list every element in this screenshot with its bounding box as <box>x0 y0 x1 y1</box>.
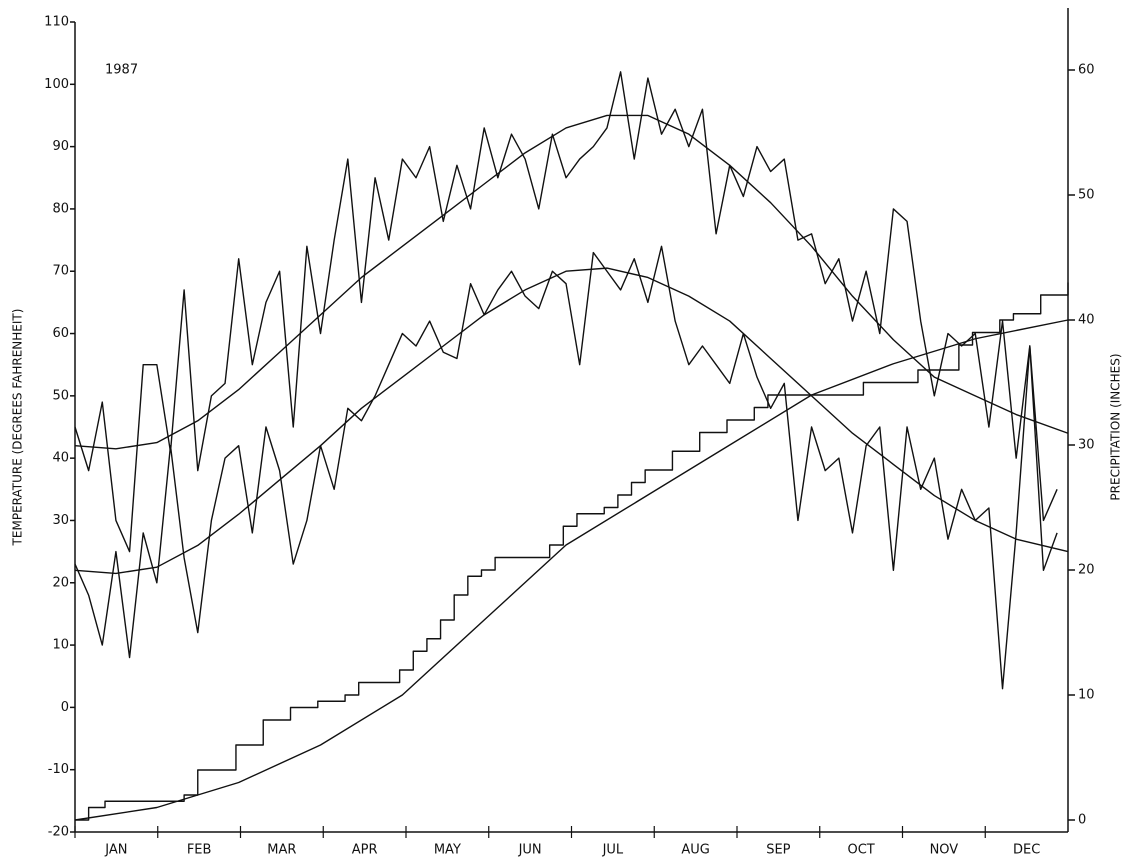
series-line <box>74 114 1069 450</box>
y-tick-label: 30 <box>52 513 69 528</box>
annotation: 1987 <box>105 63 138 78</box>
y2-tick-label: 60 <box>1078 63 1095 78</box>
y2-axis-label: PRECIPITATION (INCHES) <box>1109 353 1123 500</box>
series-line <box>74 267 1069 575</box>
y-tick-label: 110 <box>44 15 69 30</box>
y2-tick-label: 10 <box>1078 688 1095 703</box>
y-tick-label: 70 <box>52 264 69 279</box>
x-tick-label: FEB <box>187 843 212 858</box>
y2-tick-label: 30 <box>1078 438 1095 453</box>
x-tick-label: MAR <box>267 843 296 858</box>
y2-tick-label: 40 <box>1078 313 1095 328</box>
x-tick-label: JUN <box>518 843 542 858</box>
y-axis-label: TEMPERATURE (DEGREES FAHRENHEIT) <box>11 309 25 547</box>
y-tick-label: 90 <box>52 139 69 154</box>
x-tick-label: APR <box>352 843 378 858</box>
series-line <box>74 71 1058 553</box>
y2-tick-label: 20 <box>1078 563 1095 578</box>
x-tick-label: NOV <box>930 843 959 858</box>
y-tick-label: 100 <box>44 77 69 92</box>
x-tick-label: DEC <box>1013 843 1040 858</box>
y-tick-label: 80 <box>52 201 69 216</box>
x-tick-label: AUG <box>681 843 709 858</box>
y-tick-label: 60 <box>52 326 69 341</box>
series-line <box>75 282 1069 821</box>
y2-tick-label: 50 <box>1078 188 1095 203</box>
y-tick-label: -10 <box>48 762 69 777</box>
x-tick-label: JAN <box>104 843 127 858</box>
series-line <box>74 245 1058 690</box>
y2-tick-label: 0 <box>1078 813 1086 828</box>
y-tick-label: -20 <box>48 825 69 840</box>
y-tick-label: 20 <box>52 575 69 590</box>
x-tick-label: SEP <box>766 843 790 858</box>
y-tick-label: 10 <box>52 638 69 653</box>
x-tick-label: JUL <box>602 843 624 858</box>
y-tick-label: 40 <box>52 451 69 466</box>
x-tick-label: OCT <box>847 843 874 858</box>
series-line <box>74 319 1069 821</box>
x-tick-label: MAY <box>434 843 461 858</box>
y-tick-label: 50 <box>52 388 69 403</box>
y-tick-label: 0 <box>61 700 69 715</box>
